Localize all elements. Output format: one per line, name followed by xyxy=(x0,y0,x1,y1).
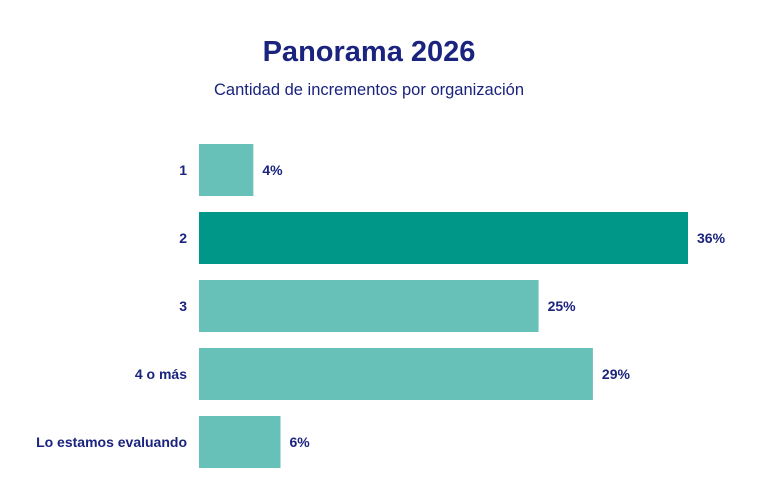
category-label: 2 xyxy=(179,230,187,246)
bar xyxy=(199,348,593,400)
value-label: 25% xyxy=(548,298,577,314)
bar xyxy=(199,212,688,264)
value-label: 36% xyxy=(697,230,726,246)
bar xyxy=(199,144,254,196)
bar xyxy=(199,416,281,468)
value-label: 6% xyxy=(290,434,311,450)
bar xyxy=(199,280,539,332)
value-label: 29% xyxy=(602,366,631,382)
chart-title: Panorama 2026 xyxy=(262,36,476,68)
chart-subtitle: Cantidad de incrementos por organización xyxy=(213,81,525,99)
category-label: 4 o más xyxy=(135,366,187,382)
category-label: 1 xyxy=(179,162,187,178)
category-label: Lo estamos evaluando xyxy=(36,434,187,450)
value-label: 4% xyxy=(262,162,283,178)
category-label: 3 xyxy=(179,298,187,314)
